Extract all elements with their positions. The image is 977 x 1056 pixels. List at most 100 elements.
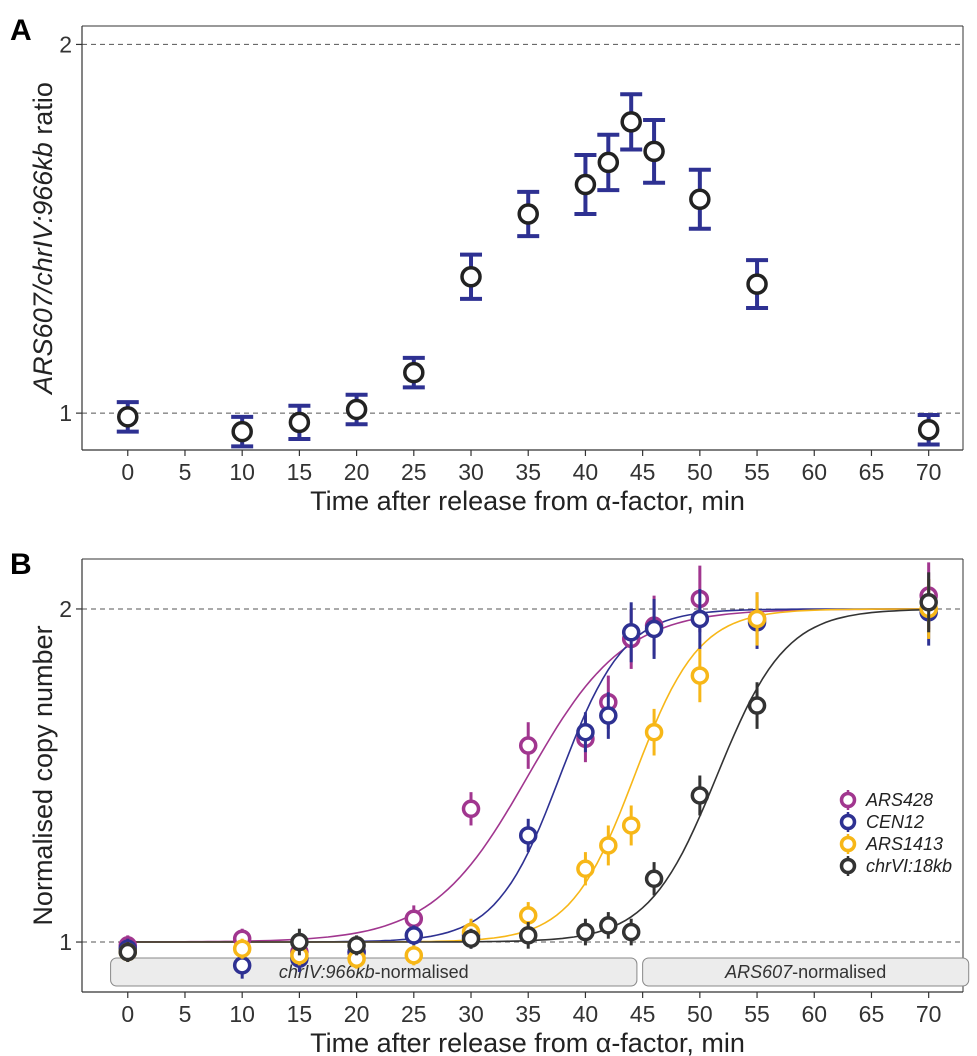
data-point — [689, 188, 711, 211]
panel-a: 0 5 10 15 20 25 30 35 40 45 50 55 60 65 70 1 2 Time after… — [28, 25, 964, 516]
data-point — [576, 859, 595, 879]
data-point — [599, 916, 618, 935]
data-point — [621, 623, 641, 642]
label-part: ratio — [28, 82, 58, 142]
x-tick-label: 35 — [515, 1001, 541, 1027]
legend-label: ARS428 — [865, 790, 933, 810]
x-tick-label: 40 — [573, 1001, 599, 1027]
data-point — [404, 909, 424, 928]
data-point — [231, 420, 253, 443]
data-point — [118, 942, 138, 962]
x-tick-label: 70 — [916, 1001, 942, 1027]
x-tick-label: 15 — [287, 459, 313, 485]
y-axis-title: Normalised copy number — [28, 625, 58, 925]
x-tick-label: 50 — [687, 459, 713, 485]
x-tick-label: 55 — [744, 459, 770, 485]
label-part: ARS607 — [724, 962, 793, 982]
data-point — [574, 173, 597, 196]
data-point — [690, 609, 710, 629]
legend-label: CEN12 — [866, 812, 924, 832]
panel-letter-b: B — [10, 548, 32, 581]
x-tick-label: 0 — [121, 459, 134, 485]
data-point — [460, 265, 482, 288]
data-point — [643, 140, 665, 163]
x-tick-label: 65 — [859, 459, 885, 485]
data-point — [644, 722, 664, 742]
x-tick-label: 60 — [801, 459, 827, 485]
x-tick-label: 35 — [515, 459, 541, 485]
data-point — [644, 619, 664, 639]
x-tick-label: 25 — [401, 1001, 427, 1027]
data-point — [232, 939, 252, 958]
data-point — [746, 273, 768, 295]
x-axis-title: Time after release from α-factor, min — [310, 1028, 745, 1056]
data-point — [232, 956, 252, 975]
label-part: -normalised — [375, 962, 469, 982]
data-point — [597, 151, 620, 174]
legend-key — [839, 791, 857, 809]
y-tick-label: 1 — [59, 929, 72, 955]
data-point — [290, 932, 309, 952]
data-point — [576, 722, 595, 742]
data-point — [404, 926, 424, 945]
data-point — [345, 398, 368, 421]
data-point — [919, 593, 938, 612]
x-tick-label: 55 — [744, 1001, 770, 1027]
strip-label: ARS607-normalised — [724, 962, 886, 982]
x-tick-label: 10 — [229, 459, 255, 485]
strip-box — [642, 957, 970, 987]
x-tick-label: 30 — [458, 1001, 484, 1027]
y-tick-label: 2 — [59, 596, 72, 622]
data-point — [576, 922, 595, 942]
data-point — [690, 666, 710, 685]
x-tick-label: 40 — [573, 459, 599, 485]
data-point — [599, 836, 618, 855]
legend-label: ARS1413 — [865, 834, 943, 854]
x-tick-label: 45 — [630, 459, 656, 485]
x-tick-label: 60 — [801, 1001, 827, 1027]
x-tick-label: 70 — [916, 459, 942, 485]
x-tick-label: 0 — [121, 1001, 134, 1027]
legend-key — [839, 857, 857, 875]
legend-key — [839, 835, 857, 853]
x-tick-label: 45 — [630, 1001, 656, 1027]
y-tick-label: 1 — [59, 400, 72, 426]
data-point — [461, 799, 481, 819]
data-point — [347, 936, 366, 955]
x-tick-label: 25 — [401, 459, 427, 485]
data-point — [621, 922, 641, 942]
data-point — [461, 929, 481, 948]
data-point — [518, 826, 538, 845]
data-point — [599, 706, 618, 725]
data-point — [288, 411, 311, 434]
x-tick-label: 20 — [344, 1001, 370, 1027]
x-tick-label: 5 — [179, 1001, 192, 1027]
strip-label: chrIV:966kb-normalised — [279, 962, 469, 982]
data-point — [518, 926, 538, 945]
panel-b: 0 5 10 15 20 25 30 35 40 45 50 55 60 65 70 1 2 Time after… — [28, 558, 970, 1056]
data-point — [747, 696, 767, 715]
x-axis-title: Time after release from α-factor, min — [310, 486, 745, 516]
data-point — [621, 816, 641, 835]
data-point — [917, 418, 940, 441]
data-point — [644, 869, 664, 889]
data-point — [517, 203, 539, 225]
x-tick-label: 65 — [859, 1001, 885, 1027]
data-point — [404, 946, 424, 965]
data-point — [518, 736, 538, 755]
y-axis-title: ARS607/chrIV:966kb ratio — [28, 82, 58, 396]
x-tick-label: 15 — [287, 1001, 313, 1027]
x-tick-label: 50 — [687, 1001, 713, 1027]
x-tick-label: 20 — [344, 459, 370, 485]
y-tick-label: 2 — [59, 31, 72, 57]
fit-curve-0 — [127, 608, 929, 943]
x-tick-label: 5 — [179, 459, 192, 485]
x-tick-label: 10 — [229, 1001, 255, 1027]
data-point — [620, 111, 642, 133]
x-tick-label: 30 — [458, 459, 484, 485]
panel-letter-a: A — [10, 14, 32, 47]
data-point — [518, 906, 538, 925]
data-point — [403, 361, 425, 384]
label-part: ARS607/chrIV:966kb — [28, 142, 58, 396]
